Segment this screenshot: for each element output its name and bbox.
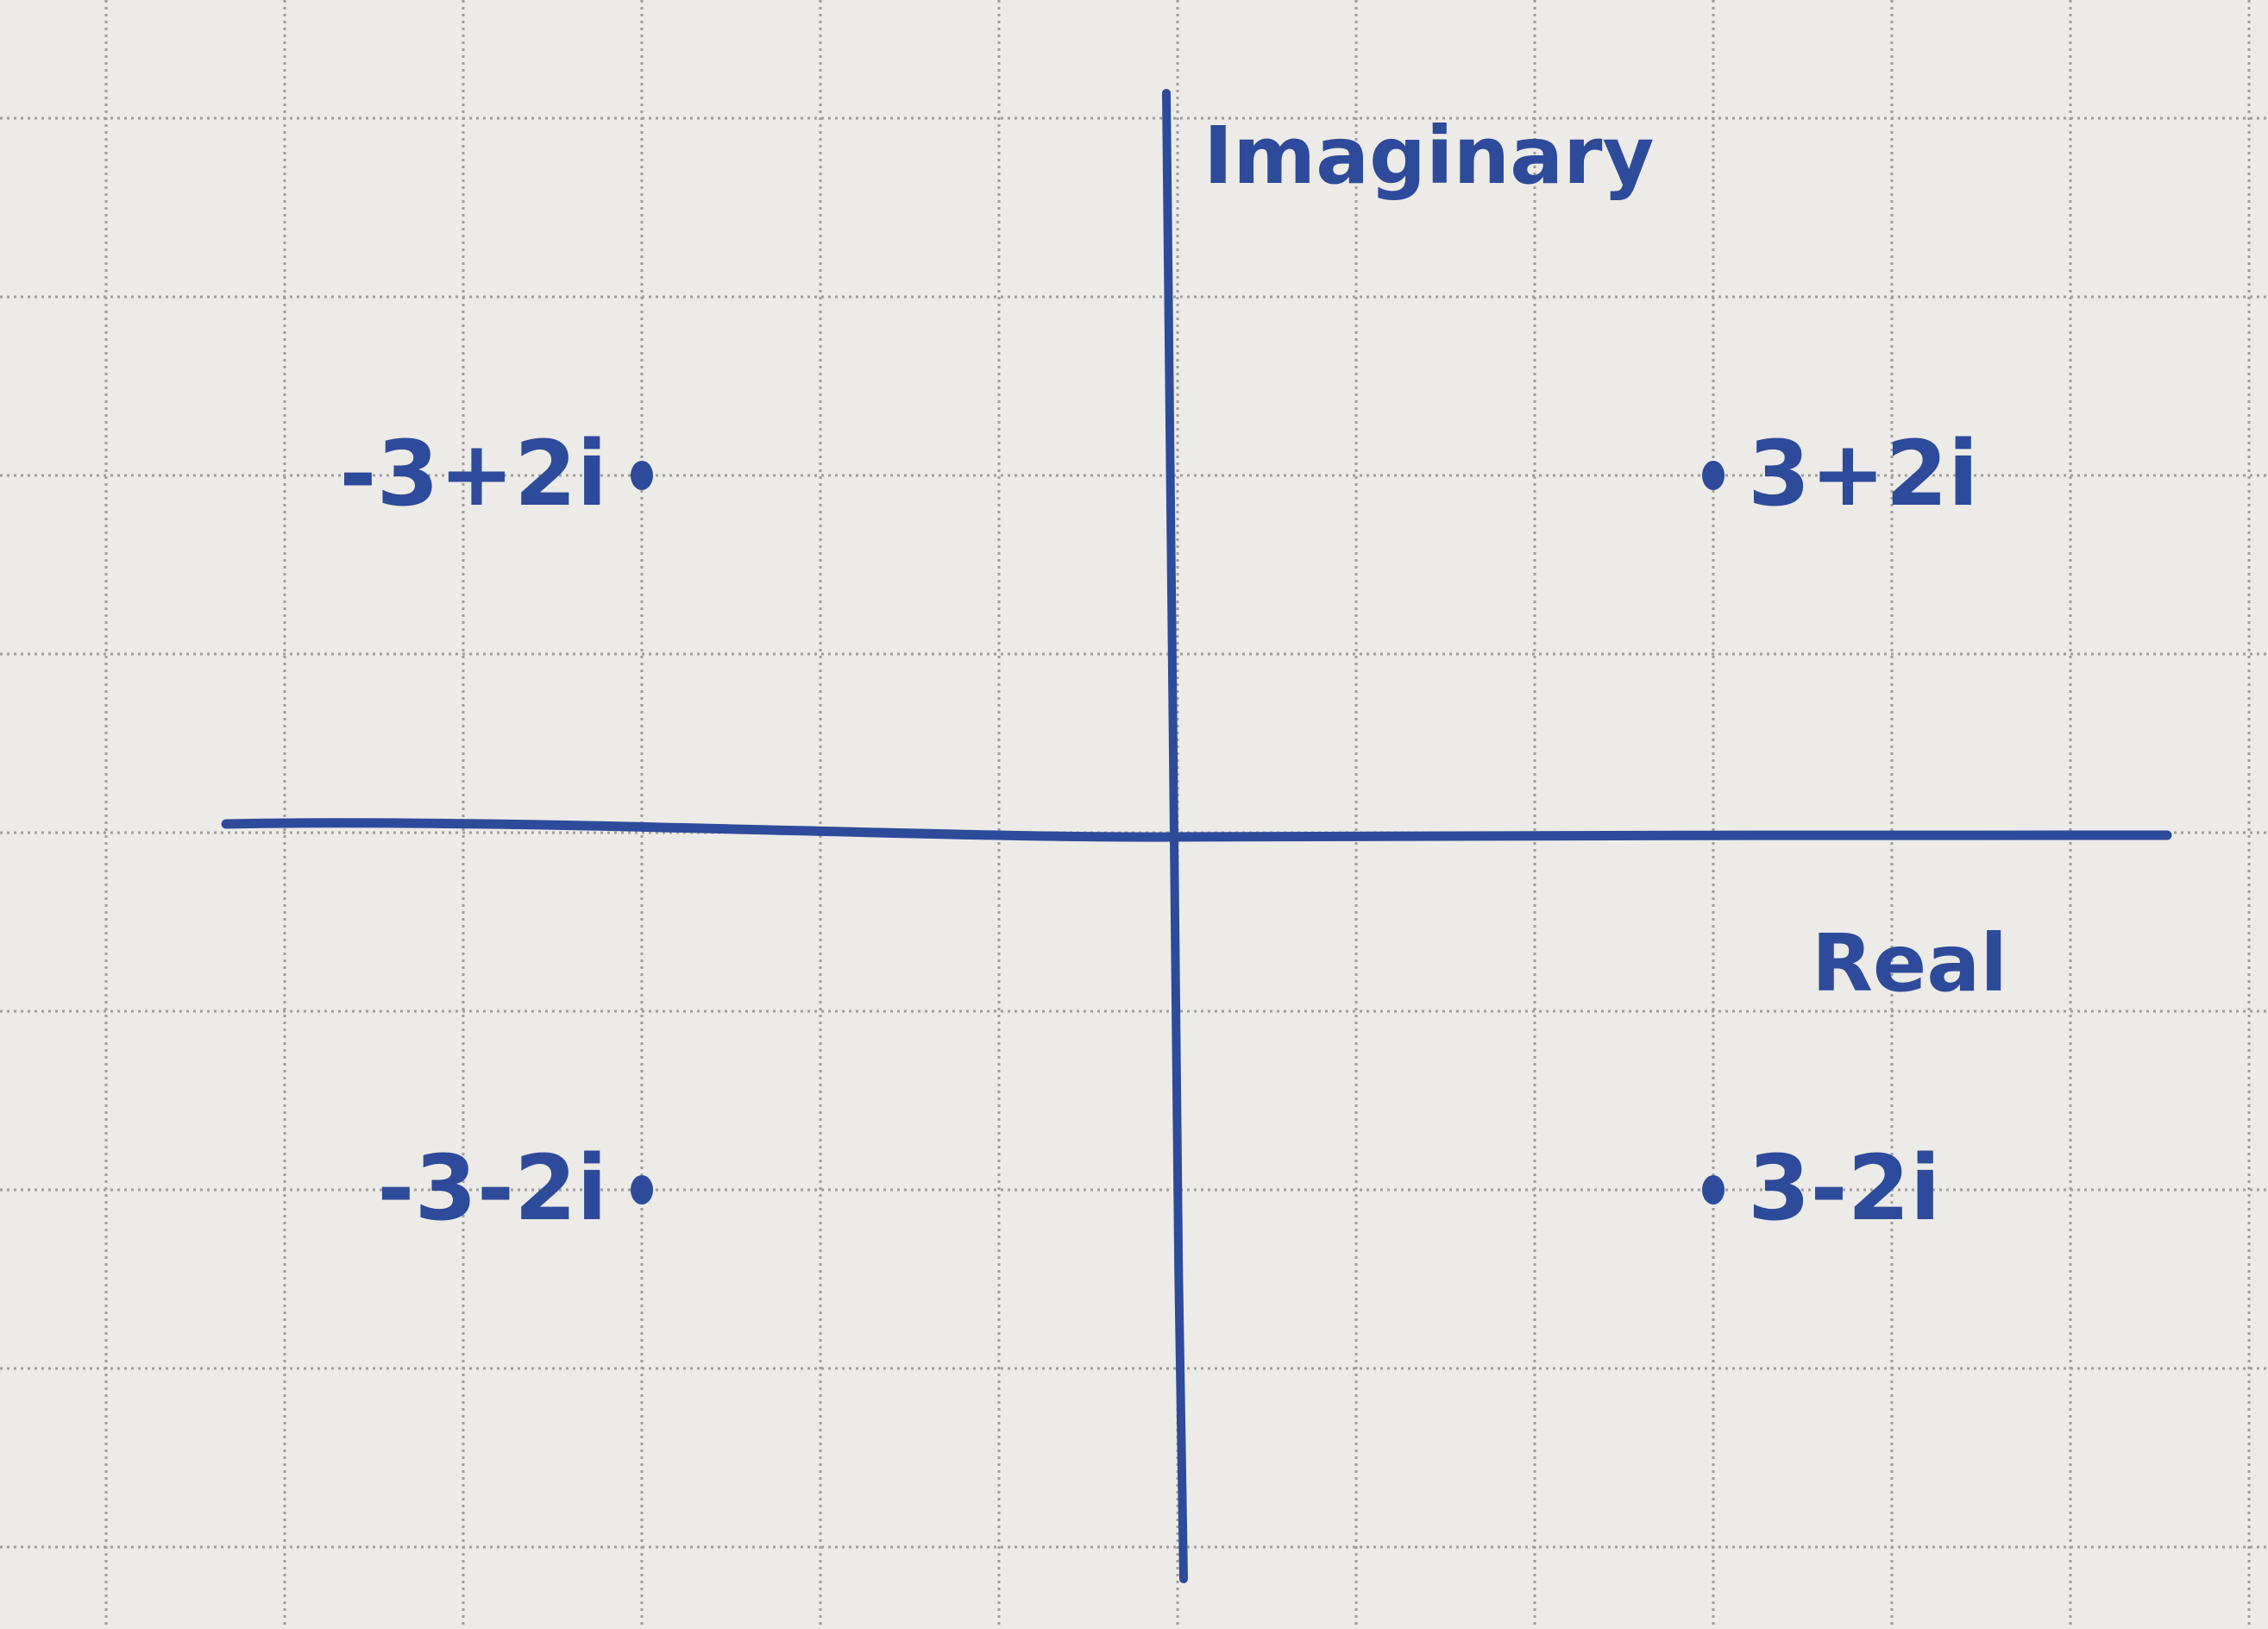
x-axis-label: Real <box>1812 917 2007 1009</box>
data-point <box>631 1175 653 1204</box>
point-label: -3-2i <box>377 1135 607 1241</box>
point-label: -3+2i <box>339 421 607 526</box>
point-label: 3+2i <box>1748 421 1979 526</box>
point-labels: -3+2i 3+2i -3-2i 3-2i <box>339 421 1978 1241</box>
data-point <box>1702 461 1725 490</box>
imaginary-axis <box>1162 89 1188 1583</box>
data-points <box>631 461 1725 1204</box>
real-axis <box>221 818 2172 842</box>
y-axis-label: Imaginary <box>1203 110 1655 202</box>
data-point <box>631 461 653 490</box>
data-point <box>1702 1175 1725 1204</box>
point-label: 3-2i <box>1748 1135 1941 1241</box>
axes <box>221 89 2172 1583</box>
